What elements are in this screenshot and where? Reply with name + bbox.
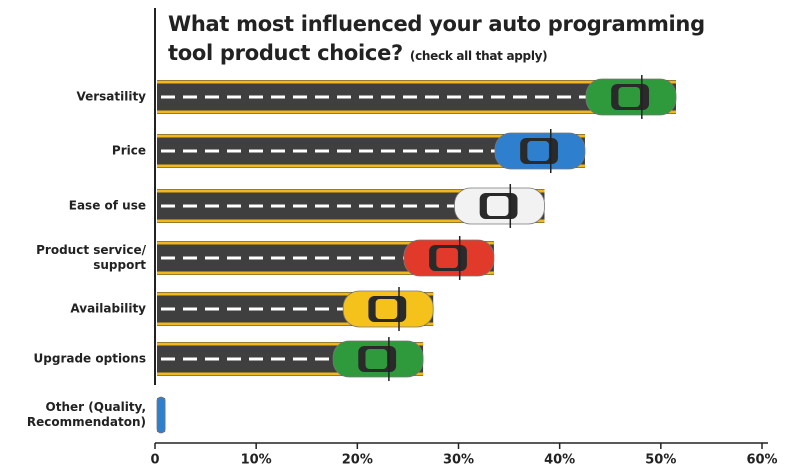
- car-top: [375, 299, 398, 319]
- y-tick-label: Price: [111, 143, 146, 158]
- chart-title: What most influenced your auto programmi…: [168, 12, 705, 65]
- car-top: [486, 196, 509, 216]
- y-tick-label: Availability: [70, 301, 146, 316]
- road-bar: [157, 129, 586, 173]
- road-bar: [157, 75, 677, 119]
- car-top: [527, 141, 549, 161]
- y-tick-label: Ease of use: [68, 198, 146, 213]
- road-bar: [157, 287, 434, 331]
- chart-title-block: What most influenced your auto programmi…: [168, 10, 728, 71]
- road-bar: [157, 184, 545, 228]
- x-tick-label: 10%: [241, 453, 272, 467]
- road-bar: [156, 396, 166, 434]
- car-top: [436, 248, 458, 268]
- x-tick-label: 0: [150, 453, 159, 467]
- car-top: [365, 349, 388, 369]
- y-tick-label: Product service/ support: [36, 243, 146, 272]
- x-tick-label: 40%: [544, 453, 575, 467]
- road-bar: [157, 337, 424, 381]
- x-tick-label: 20%: [342, 453, 373, 467]
- car-top: [618, 87, 641, 107]
- y-tick-label: Other (Quality, Recommendaton): [26, 400, 146, 429]
- car-body: [156, 396, 166, 434]
- x-tick-label: 30%: [443, 453, 474, 467]
- x-tick-label: 60%: [746, 453, 777, 467]
- chart-subtitle: (check all that apply): [409, 49, 548, 63]
- y-tick-label: Upgrade options: [33, 351, 146, 366]
- road-bar: [157, 236, 495, 280]
- x-tick-label: 50%: [645, 453, 676, 467]
- y-tick-label: Versatility: [76, 89, 146, 104]
